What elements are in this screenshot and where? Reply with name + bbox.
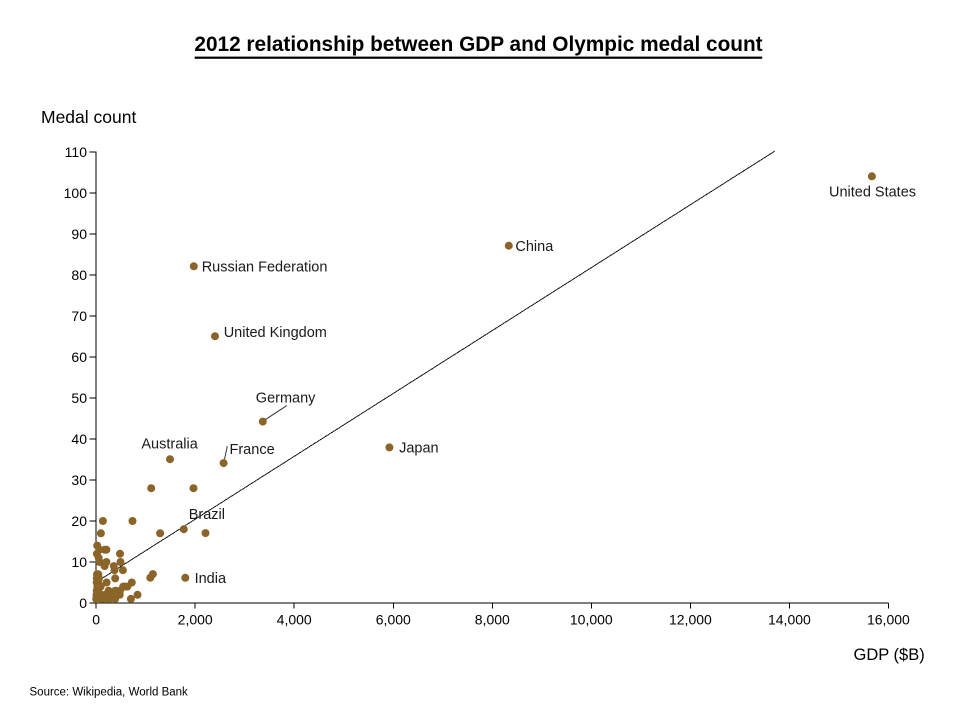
svg-text:100: 100 [64,185,88,201]
svg-text:India: India [195,571,227,587]
svg-text:80: 80 [71,267,87,283]
svg-text:14,000: 14,000 [768,611,811,627]
svg-text:40: 40 [71,431,87,447]
svg-text:90: 90 [71,226,87,242]
svg-text:20: 20 [71,513,87,529]
svg-text:France: France [230,442,275,458]
svg-text:12,000: 12,000 [669,611,712,627]
svg-text:60: 60 [71,349,87,365]
svg-text:6,000: 6,000 [376,611,411,627]
svg-text:30: 30 [71,472,87,488]
svg-text:GDP ($B): GDP ($B) [854,646,925,664]
svg-text:China: China [515,239,554,255]
svg-text:70: 70 [71,308,87,324]
svg-text:Japan: Japan [399,440,439,456]
svg-text:4,000: 4,000 [277,611,312,627]
svg-text:10,000: 10,000 [570,611,613,627]
svg-text:Source: Wikipedia, World Bank: Source: Wikipedia, World Bank [30,687,189,699]
svg-text:Australia: Australia [141,437,198,453]
svg-text:110: 110 [65,144,88,160]
svg-text:United Kingdom: United Kingdom [224,325,327,341]
svg-text:Brazil: Brazil [189,507,225,523]
svg-text:2012 relationship between GDP: 2012 relationship between GDP and Olympi… [194,33,762,56]
svg-text:2,000: 2,000 [178,611,213,627]
svg-text:0: 0 [79,595,87,611]
svg-text:Russian Federation: Russian Federation [202,260,328,276]
svg-text:50: 50 [71,390,87,406]
svg-text:Germany: Germany [256,391,316,407]
svg-text:10: 10 [71,554,87,570]
svg-text:United States: United States [829,184,916,200]
svg-text:Medal count: Medal count [41,107,136,127]
svg-text:0: 0 [92,611,100,627]
svg-text:8,000: 8,000 [475,611,510,627]
svg-text:16,000: 16,000 [867,611,910,627]
